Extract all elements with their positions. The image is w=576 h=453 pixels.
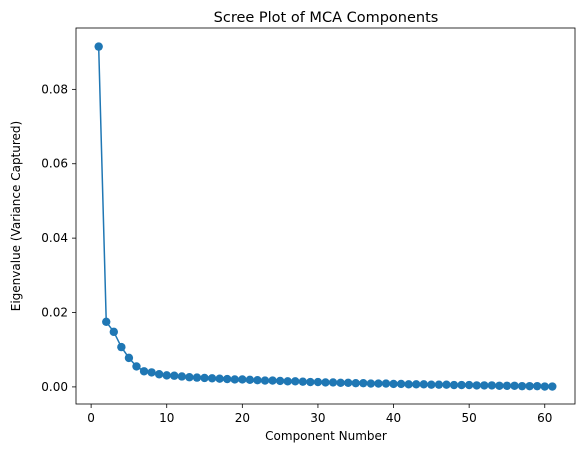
data-point (200, 373, 209, 383)
data-point (412, 380, 421, 389)
data-point (132, 362, 141, 371)
data-point (427, 380, 436, 389)
data-point (328, 378, 338, 387)
data-point (275, 376, 285, 386)
data-point (464, 380, 474, 390)
data-point (260, 376, 270, 385)
y-axis-label: Eigenvalue (Variance Captured) (9, 121, 23, 311)
data-point (359, 378, 368, 388)
data-point (396, 379, 406, 389)
data-point (517, 381, 527, 391)
data-point (268, 376, 277, 385)
data-point (374, 379, 383, 388)
data-point (283, 377, 292, 386)
data-point (404, 380, 413, 389)
data-point (510, 381, 519, 390)
x-tick-label: 0 (87, 411, 95, 425)
data-point (442, 380, 451, 389)
plot-area (94, 42, 557, 391)
x-tick-label: 50 (462, 411, 477, 425)
series-line (97, 46, 553, 388)
data-point (117, 342, 126, 352)
x-tick-label: 30 (310, 411, 325, 425)
chart-title: Scree Plot of MCA Components (214, 10, 439, 26)
data-point (162, 371, 171, 380)
data-point (192, 373, 202, 382)
data-point (147, 368, 156, 377)
y-tick-label: 0.04 (41, 231, 68, 245)
data-point (223, 374, 232, 384)
x-tick-label: 20 (235, 411, 250, 425)
data-point (245, 375, 255, 385)
data-point (124, 353, 134, 363)
data-point (457, 380, 466, 390)
data-point (291, 377, 300, 386)
data-point (298, 377, 308, 386)
data-point (185, 373, 194, 382)
y-axis-ticks: 0.00 0.02 0.04 0.06 0.08 (41, 82, 76, 394)
axes-frame (75, 27, 576, 405)
data-point (532, 381, 542, 391)
y-tick-label: 0.08 (41, 82, 68, 96)
data-point (177, 372, 187, 381)
data-point (480, 381, 489, 390)
data-point (94, 42, 103, 51)
data-point (419, 380, 428, 389)
x-axis-ticks: 0 10 20 30 40 50 60 (87, 404, 552, 425)
y-tick-label: 0.02 (41, 306, 68, 320)
data-point (487, 381, 497, 390)
data-point (472, 381, 481, 390)
data-point (495, 381, 504, 390)
data-point (381, 379, 391, 388)
data-point (207, 374, 217, 383)
data-point (389, 379, 398, 389)
data-point (343, 378, 353, 388)
data-point (253, 375, 262, 385)
x-tick-label: 40 (386, 411, 401, 425)
data-point (139, 367, 149, 376)
data-point (321, 378, 330, 387)
data-point (109, 327, 119, 337)
data-point (351, 378, 360, 388)
data-point (525, 381, 534, 391)
data-point (502, 381, 512, 390)
x-axis-label: Component Number (265, 429, 387, 443)
data-point (313, 377, 323, 387)
x-tick-label: 60 (537, 411, 552, 425)
data-point (434, 380, 444, 389)
y-tick-label: 0.06 (41, 157, 68, 171)
y-tick-label: 0.00 (41, 380, 68, 394)
data-point (366, 379, 376, 388)
data-point (548, 382, 557, 391)
data-point (154, 370, 164, 379)
data-point (540, 382, 549, 391)
data-point (215, 374, 224, 383)
data-point (449, 380, 459, 390)
data-point (230, 375, 239, 384)
data-point (336, 378, 345, 388)
data-point (238, 375, 247, 384)
data-point (102, 317, 111, 327)
data-point (170, 371, 179, 380)
data-point (306, 377, 315, 387)
x-tick-label: 10 (159, 411, 174, 425)
